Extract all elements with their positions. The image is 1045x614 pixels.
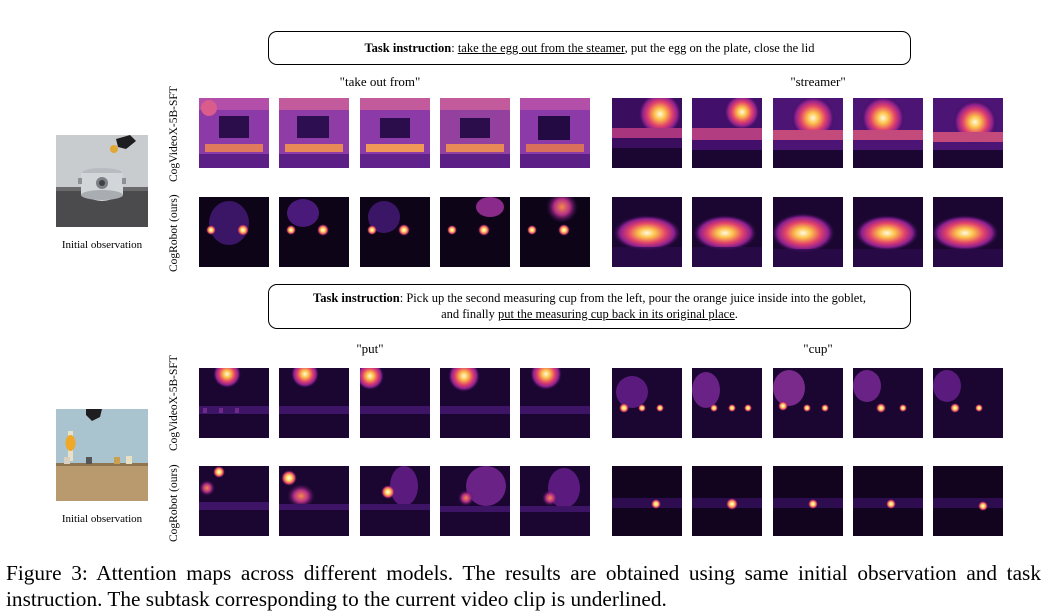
table-scene-image: [56, 409, 148, 501]
attention-map-tile: [933, 368, 1003, 438]
attention-word-left-1: "take out from": [339, 74, 421, 89]
row-label-cogrobot-1: CogRobot (ours): [168, 194, 180, 272]
attention-map-tile: [520, 466, 590, 536]
instruction-label: Task instruction: [313, 291, 400, 305]
attention-map-tile: [279, 197, 349, 267]
instruction-separator: :: [451, 41, 458, 55]
attention-map-tile: [612, 98, 682, 168]
attention-map-tile: [773, 368, 843, 438]
attention-map-tile: [440, 197, 510, 267]
attention-map-tile: [853, 197, 923, 267]
instruction-underlined-subtask: put the measuring cup back in its origin…: [498, 307, 735, 321]
attention-map-tile: [360, 466, 430, 536]
attention-map-tile: [773, 197, 843, 267]
attention-map-tile: [933, 98, 1003, 168]
instruction-label: Task instruction: [364, 41, 452, 55]
attention-map-tile: [520, 368, 590, 438]
attention-map-tile: [612, 197, 682, 267]
attention-map-tile: [853, 98, 923, 168]
attention-map-tile: [279, 368, 349, 438]
attention-map-tile: [612, 368, 682, 438]
attention-map-tile: [199, 98, 269, 168]
attention-map-tile: [933, 466, 1003, 536]
attention-map-tile: [199, 368, 269, 438]
attention-map-tile: [853, 466, 923, 536]
attention-word-right-2: "cup": [803, 341, 833, 356]
instruction-rest: , put the egg on the plate, close the li…: [624, 41, 815, 55]
row-label-cogvideox-2: CogVideoX-5B-SFT: [168, 355, 180, 451]
attention-map-tile: [199, 197, 269, 267]
attention-map-tile: [440, 466, 510, 536]
figure-caption: Figure 3: Attention maps across differen…: [6, 561, 1041, 611]
attention-map-tile: [440, 368, 510, 438]
attention-map-tile: [520, 197, 590, 267]
attention-map-tile: [692, 197, 762, 267]
attention-word-right-1: "streamer": [790, 74, 846, 89]
steamer-scene-image: [56, 135, 148, 227]
task-instruction-box-1: Task instruction: take the egg out from …: [268, 31, 911, 65]
attention-map-tile: [773, 466, 843, 536]
row-label-cogrobot-2: CogRobot (ours): [168, 464, 180, 542]
row-label-cogvideox-1: CogVideoX-5B-SFT: [168, 86, 180, 182]
attention-map-tile: [692, 466, 762, 536]
attention-map-tile: [520, 98, 590, 168]
attention-map-tile: [692, 98, 762, 168]
attention-word-left-2: "put": [356, 341, 384, 356]
initial-observation-image-1: [56, 135, 148, 227]
instruction-underlined-subtask: take the egg out from the steamer: [457, 41, 625, 55]
attention-map-tile: [440, 98, 510, 168]
task-instruction-box-2: Task instruction: Pick up the second mea…: [268, 284, 911, 329]
attention-map-tile: [853, 368, 923, 438]
initial-observation-caption-1: Initial observation: [61, 239, 143, 251]
instruction-line2-pre: and finally: [441, 307, 499, 321]
attention-map-tile: [612, 466, 682, 536]
initial-observation-caption-2: Initial observation: [61, 513, 143, 525]
attention-map-tile: [360, 197, 430, 267]
attention-map-tile: [773, 98, 843, 168]
attention-map-tile: [360, 98, 430, 168]
instruction-line1-text: : Pick up the second measuring cup from …: [399, 291, 866, 305]
initial-observation-image-2: [56, 409, 148, 501]
attention-map-tile: [199, 466, 269, 536]
attention-map-tile: [933, 197, 1003, 267]
instruction-line-2: and finally put the measuring cup back i…: [269, 306, 910, 322]
instruction-line-1: Task instruction: Pick up the second mea…: [269, 290, 910, 306]
attention-map-tile: [360, 368, 430, 438]
attention-map-tile: [279, 98, 349, 168]
attention-map-tile: [692, 368, 762, 438]
instruction-line2-post: .: [734, 307, 738, 321]
attention-map-tile: [279, 466, 349, 536]
